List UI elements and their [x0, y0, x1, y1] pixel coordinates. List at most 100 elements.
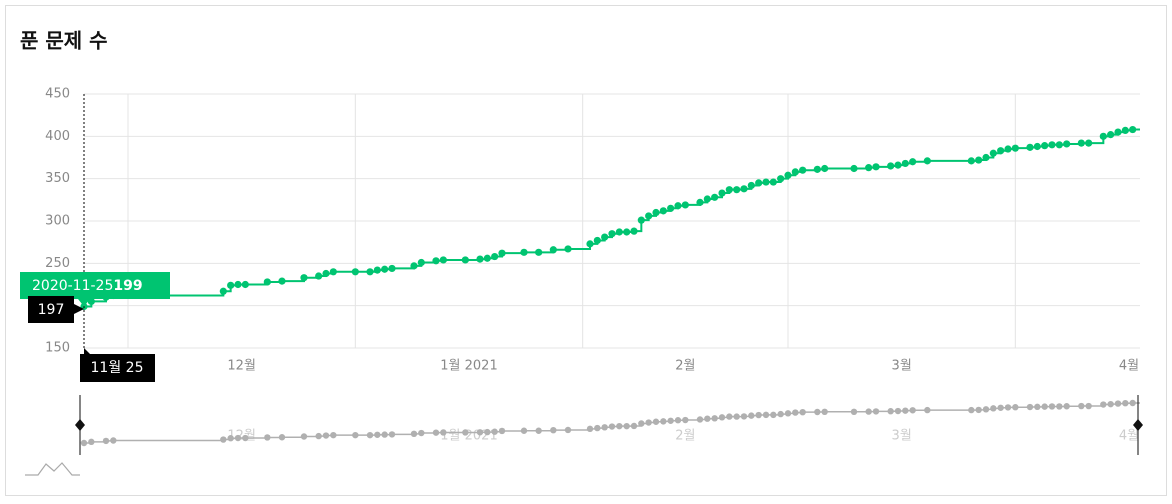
- navigator-tick-label: 2월: [675, 429, 695, 444]
- cursor-y-pointer: [74, 304, 84, 314]
- navigator-point: [814, 408, 821, 416]
- navigator-point: [418, 429, 425, 437]
- data-point: [703, 195, 711, 203]
- data-point: [278, 277, 286, 285]
- navigator-point: [755, 411, 762, 419]
- data-point: [87, 297, 95, 306]
- tooltip: 2020-11-25199: [32, 278, 143, 294]
- data-point: [1055, 141, 1063, 149]
- navigator-point: [366, 431, 374, 439]
- navigator-point: [227, 435, 234, 442]
- data-point: [659, 207, 667, 215]
- x-tick-label: 2월: [675, 359, 695, 374]
- tooltip-pointer: [78, 299, 90, 307]
- y-tick-label: 450: [45, 87, 70, 102]
- navigator-point: [608, 423, 616, 430]
- navigator-point: [997, 404, 1004, 411]
- data-point: [887, 162, 895, 170]
- data-point: [388, 264, 396, 273]
- data-point: [476, 255, 484, 263]
- data-point: [520, 248, 528, 256]
- navigator-point: [410, 430, 418, 438]
- data-point: [674, 202, 682, 210]
- data-point: [725, 186, 733, 194]
- data-point: [1026, 143, 1034, 151]
- navigator-point: [322, 432, 330, 439]
- data-point: [535, 248, 543, 256]
- navigator-point: [315, 432, 322, 440]
- navigator: 12월 1월 2021 2월 3월 4월: [75, 395, 1143, 455]
- data-point: [777, 175, 785, 183]
- data-point: [667, 204, 675, 212]
- data-point: [351, 268, 359, 276]
- data-point: [601, 233, 609, 241]
- data-point: [637, 216, 645, 224]
- data-point: [593, 236, 601, 245]
- cursor-y-box: [28, 296, 74, 323]
- navigator-point: [623, 422, 630, 430]
- data-point: [733, 186, 741, 194]
- navigator-point: [638, 420, 645, 427]
- data-point: [982, 153, 990, 162]
- navigator-point: [821, 408, 828, 416]
- y-tick-label: 250: [45, 256, 70, 271]
- navigator-point: [762, 411, 770, 419]
- navigator-point: [865, 408, 872, 415]
- navigator-point: [1129, 399, 1136, 407]
- data-point: [483, 254, 491, 262]
- data-point: [373, 266, 381, 274]
- navigator-point: [674, 417, 682, 424]
- data-point: [652, 208, 660, 217]
- navigator-point: [718, 414, 726, 421]
- data-point: [315, 272, 323, 280]
- navigator-point: [1034, 403, 1041, 411]
- navigator-point: [520, 427, 528, 434]
- data-point: [894, 161, 902, 169]
- data-point: [645, 212, 653, 220]
- navigator-point: [220, 436, 227, 443]
- data-point: [234, 280, 242, 289]
- data-point: [417, 258, 425, 267]
- data-point: [718, 189, 726, 197]
- navigator-point: [264, 434, 271, 441]
- navigator-point: [968, 406, 975, 414]
- navigator-point: [711, 415, 718, 422]
- navigator-point: [733, 413, 740, 420]
- data-point: [755, 179, 763, 187]
- navigator-point: [1004, 404, 1012, 411]
- plot: [80, 125, 1140, 311]
- data-point: [821, 164, 829, 173]
- navigator-point: [484, 428, 491, 436]
- data-point: [461, 256, 469, 264]
- navigator-point: [234, 434, 242, 442]
- navigator-point: [586, 425, 594, 433]
- navigator-point: [1100, 401, 1107, 408]
- navigator-point: [982, 406, 990, 413]
- y-tick-label: 150: [45, 341, 70, 356]
- data-point: [241, 280, 249, 289]
- data-point: [329, 268, 337, 276]
- navigator-point: [432, 429, 440, 436]
- navigator-point: [887, 408, 894, 415]
- navigator-point: [726, 413, 733, 420]
- data-point: [1114, 128, 1122, 136]
- data-point: [1107, 131, 1115, 139]
- navigator-point: [909, 407, 916, 414]
- navigator-point: [476, 429, 484, 436]
- navigator-point: [381, 431, 388, 438]
- data-point: [322, 269, 330, 278]
- navigator-point: [1122, 399, 1129, 407]
- navigator-point: [102, 437, 110, 445]
- navigator-point: [462, 429, 469, 436]
- navigator-point: [799, 408, 806, 416]
- navigator-point: [300, 433, 308, 440]
- navigator-point: [550, 426, 557, 434]
- card: [5, 5, 1167, 496]
- navigator-point: [704, 415, 711, 422]
- navigator-point: [975, 406, 982, 414]
- cursor-x-pointer: [84, 348, 90, 354]
- navigator-point: [645, 419, 652, 426]
- data-point: [784, 171, 792, 179]
